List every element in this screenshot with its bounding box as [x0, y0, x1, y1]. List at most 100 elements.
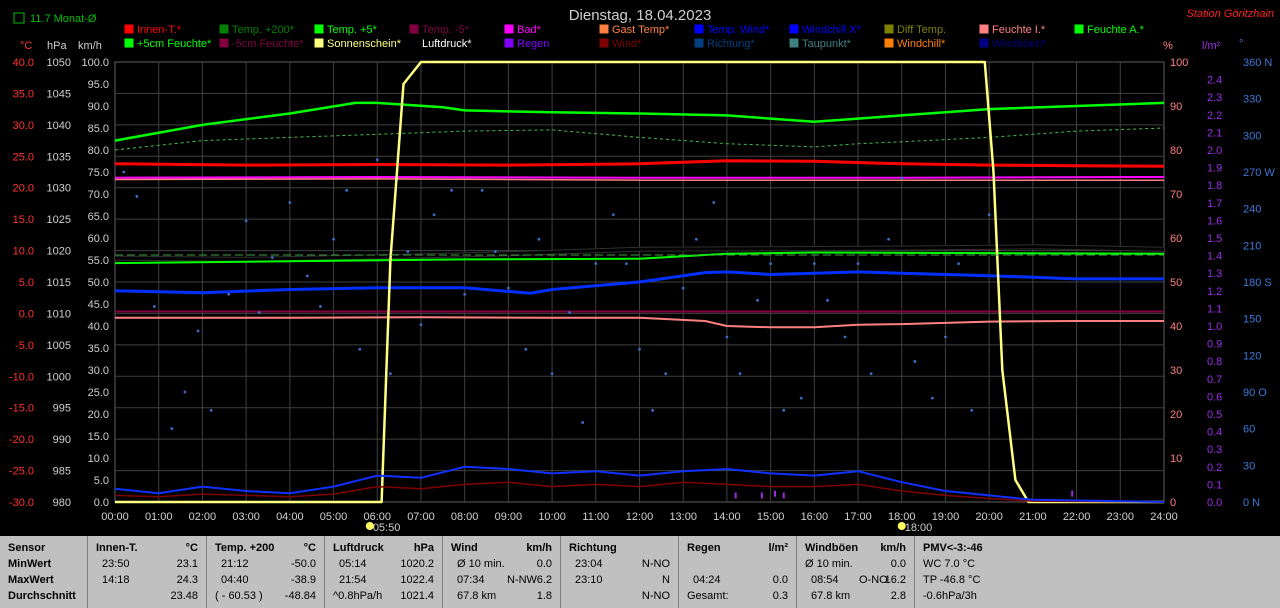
legend-swatch: [313, 23, 325, 35]
richtung-max-time: 23:10: [575, 574, 603, 586]
direction-point: [493, 250, 497, 253]
tick-time: 08:00: [451, 511, 479, 523]
sunset-icon: [897, 522, 906, 530]
tick-hpa: 1015: [47, 277, 71, 289]
boeen-unit: km/h: [880, 542, 906, 554]
direction-point: [756, 298, 759, 302]
wind-title: Wind: [451, 542, 478, 554]
axis-unit-pct: %: [1163, 40, 1173, 52]
month-indicator-label: 11.7 Monat-Ø: [30, 13, 97, 25]
tick-time: 09:00: [495, 511, 523, 523]
tick-kmh: 20.0: [88, 409, 109, 421]
tick-pct: 60: [1170, 233, 1182, 245]
stats-row-max: MaxWert: [8, 574, 54, 586]
tick-kmh: 15.0: [88, 431, 109, 443]
tick-temp: 35.0: [13, 88, 34, 100]
sunrise-label: 05:50: [373, 522, 401, 534]
series-line-10: [115, 60, 1164, 504]
direction-point: [183, 390, 187, 394]
direction-point: [944, 335, 947, 339]
legend-swatch: [978, 37, 990, 49]
stats-col-regen: Regen l/m² 04:24 0.0 Gesamt: 0.3: [678, 536, 796, 608]
tick-time: 22:00: [1063, 511, 1091, 523]
legend-label: Innen-T.*: [137, 24, 182, 36]
rain-bar: [1071, 490, 1074, 497]
tick-rain: 0.7: [1207, 374, 1222, 386]
tick-time: 24:00: [1150, 511, 1178, 523]
direction-point: [332, 237, 335, 241]
stats-col-sensor: Sensor MinWert MaxWert Durchschnitt: [0, 536, 86, 608]
legend-label: +5cm Feuchte*: [137, 38, 212, 50]
legend-label: Feuchte A.*: [1087, 24, 1145, 36]
tick-rain: 0.9: [1207, 339, 1222, 351]
legend-label: Temp. -5*: [422, 24, 470, 36]
sunrise-icon: [365, 522, 374, 530]
direction-point: [550, 372, 554, 376]
tick-time: 18:00: [888, 511, 916, 523]
tick-kmh: 95.0: [88, 79, 109, 91]
tick-kmh: 60.0: [88, 233, 109, 245]
legend-label: Diff Temp.: [897, 24, 946, 36]
boeen-title: Windböen: [805, 542, 859, 554]
legend-swatch: [883, 23, 895, 35]
tick-hpa: 1035: [47, 151, 71, 163]
direction-point: [624, 262, 628, 266]
regen-title: Regen: [687, 542, 721, 554]
direction-point: [651, 408, 655, 412]
tick-hpa: 980: [53, 497, 71, 509]
stats-row-avg: Durchschnitt: [8, 590, 76, 602]
druck-unit: hPa: [413, 542, 434, 554]
tick-rain: 1.5: [1207, 233, 1222, 245]
tick-kmh: 65.0: [88, 211, 109, 223]
richtung-avg-value: N-NO: [641, 590, 670, 602]
series-line-6: [114, 251, 1165, 265]
boeen-distance: 67.8 km: [811, 590, 851, 602]
direction-point: [799, 396, 803, 400]
tick-rain: 1.3: [1207, 268, 1222, 280]
tick-dir: 270 W: [1243, 167, 1275, 179]
direction-point: [345, 188, 349, 192]
direction-point: [524, 347, 528, 351]
tick-time: 19:00: [932, 511, 960, 523]
direction-point: [638, 347, 641, 351]
tick-rain: 2.3: [1207, 92, 1222, 104]
tick-rain: 1.0: [1207, 321, 1222, 333]
regen-total-label: Gesamt:: [687, 590, 729, 602]
direction-point: [738, 372, 742, 376]
rain-bar: [760, 492, 763, 499]
legend-swatch: [693, 37, 705, 49]
tick-hpa: 1020: [47, 246, 71, 258]
druck-max-time: 21:54: [339, 574, 367, 586]
tick-pct: 30: [1170, 365, 1182, 377]
boeen-avg-value: 2.8: [890, 590, 906, 602]
regen-total-value: 0.3: [772, 590, 788, 602]
druck-min-time: 05:14: [339, 558, 367, 570]
tick-kmh: 85.0: [88, 123, 109, 135]
direction-point: [987, 213, 991, 217]
tick-rain: 0.5: [1207, 409, 1222, 421]
richtung-min-value: N-NO: [641, 558, 670, 570]
tick-time: 04:00: [276, 511, 304, 523]
tick-dir: 60: [1243, 424, 1255, 436]
direction-point: [537, 237, 541, 241]
legend-label: Windböen*: [992, 38, 1047, 50]
tick-pct: 0: [1170, 497, 1176, 509]
legend-label: Gast Temp*: [612, 24, 670, 36]
tick-dir: 210: [1243, 240, 1261, 252]
direction-point: [769, 262, 773, 266]
tick-dir: 240: [1243, 204, 1261, 216]
pmv-dewpoint: TP -46.8 °C: [923, 574, 981, 586]
wind-min-label: Ø 10 min.: [457, 558, 505, 570]
tick-hpa: 1025: [47, 214, 71, 226]
temp200-min-time: 21:12: [221, 558, 249, 570]
pmv-title: PMV<-3:-46: [923, 542, 983, 554]
legend-swatch: [1073, 23, 1085, 35]
stats-col-boeen: Windböen km/h Ø 10 min. 0.0 08:54 O-NO 16.2 …: [796, 536, 914, 608]
tick-rain: 1.6: [1207, 215, 1222, 227]
tick-kmh: 30.0: [88, 365, 109, 377]
legend-label: Temp. +5*: [327, 24, 378, 36]
legend-label: Sonnenschein*: [327, 38, 402, 50]
legend-label: Wind*: [612, 38, 642, 50]
direction-point: [856, 262, 860, 266]
direction-point: [581, 421, 585, 424]
